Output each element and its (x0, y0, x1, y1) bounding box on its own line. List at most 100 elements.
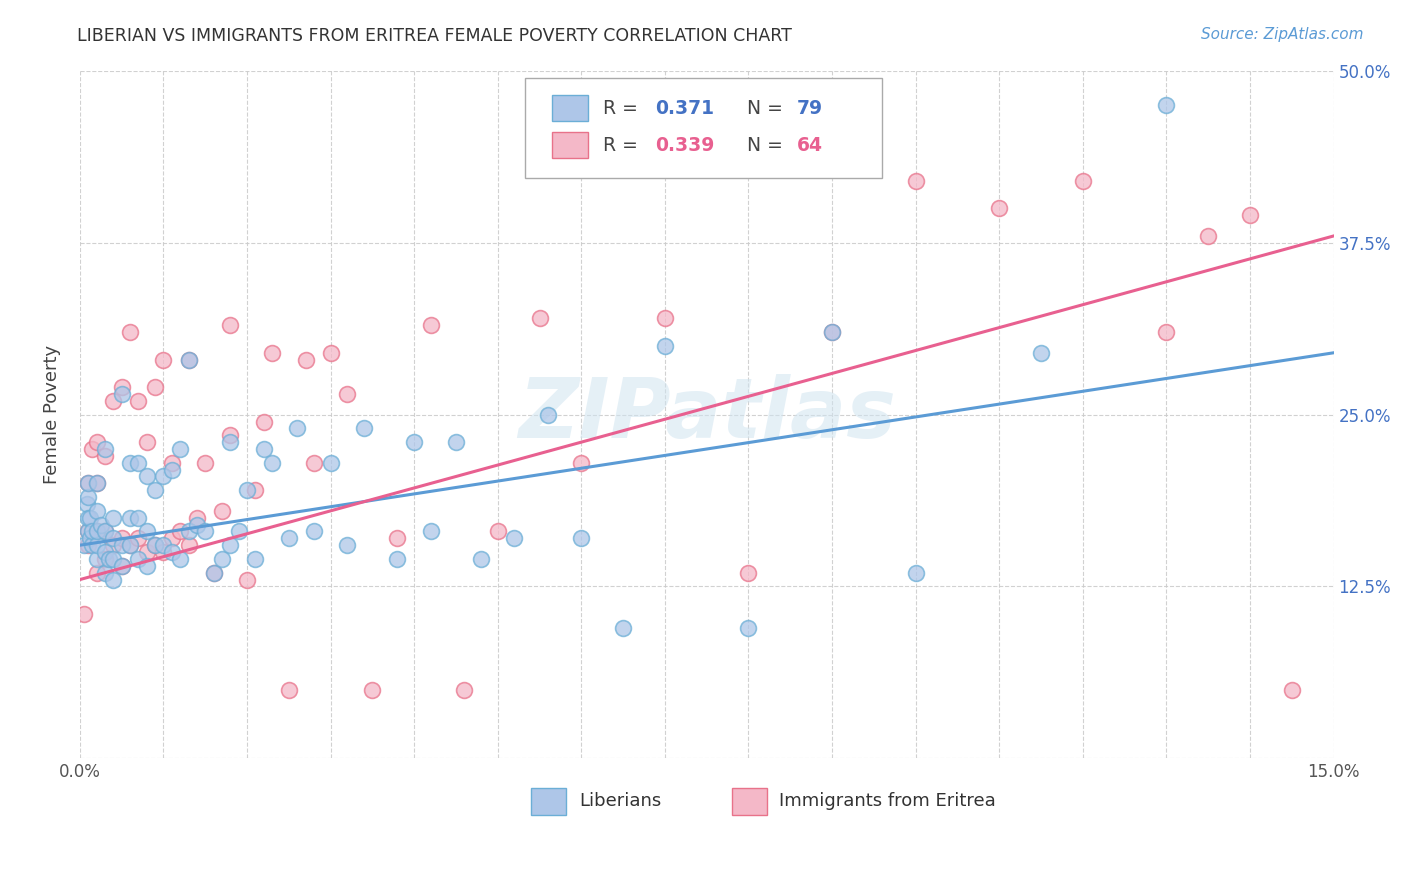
Point (302, 524, 325, 539)
Text: 0.339: 0.339 (655, 136, 714, 155)
Point (86, 524, 108, 539)
Point (177, 352, 200, 367)
Point (118, 538, 141, 552)
Point (143, 380, 166, 394)
Point (177, 524, 200, 539)
Point (1197, 229, 1219, 244)
Point (103, 552, 125, 566)
Y-axis label: Female Poverty: Female Poverty (44, 345, 60, 484)
Point (118, 456, 141, 470)
Point (90, 517, 112, 532)
Point (94, 524, 117, 539)
Point (486, 524, 509, 539)
Point (245, 552, 267, 566)
Point (202, 566, 225, 580)
Point (821, 325, 844, 339)
Bar (553, 95, 588, 121)
Point (152, 538, 174, 552)
Point (86, 476, 108, 491)
Point (94, 566, 117, 580)
Point (152, 469, 174, 483)
Text: LIBERIAN VS IMMIGRANTS FROM ERITREA FEMALE POVERTY CORRELATION CHART: LIBERIAN VS IMMIGRANTS FROM ERITREA FEMA… (77, 27, 792, 45)
Point (737, 621, 759, 635)
Point (86, 435, 108, 450)
Point (262, 456, 284, 470)
Text: 0.371: 0.371 (655, 99, 714, 118)
Point (319, 456, 342, 470)
Point (228, 524, 250, 539)
Point (219, 318, 242, 333)
Point (1071, 174, 1094, 188)
Point (118, 510, 141, 524)
Point (111, 538, 134, 552)
Point (353, 421, 375, 435)
Point (103, 573, 125, 587)
Point (160, 456, 183, 470)
Point (253, 442, 276, 456)
Point (654, 339, 676, 353)
Point (86, 566, 108, 580)
Point (143, 538, 166, 552)
Point (336, 538, 359, 552)
Point (654, 311, 676, 326)
Point (86, 538, 108, 552)
Point (361, 682, 384, 697)
Point (737, 566, 759, 580)
Point (103, 538, 125, 552)
Point (387, 552, 409, 566)
Point (537, 408, 560, 422)
Point (76, 497, 98, 511)
Point (127, 510, 149, 524)
Text: Immigrants from Eritrea: Immigrants from Eritrea (779, 792, 997, 810)
Point (1281, 682, 1303, 697)
Bar (531, 789, 567, 814)
Point (77, 524, 100, 539)
Point (86, 504, 108, 518)
Point (211, 504, 233, 518)
Point (127, 456, 149, 470)
Point (302, 456, 325, 470)
Point (135, 524, 157, 539)
Point (118, 325, 141, 339)
Point (73, 607, 96, 621)
Point (336, 387, 359, 401)
Point (73, 538, 96, 552)
Point (77, 538, 100, 552)
Point (143, 538, 166, 552)
Point (453, 682, 475, 697)
Point (135, 435, 157, 450)
Point (152, 352, 174, 367)
Point (262, 346, 284, 360)
Point (152, 545, 174, 559)
Point (219, 428, 242, 442)
Point (94, 545, 117, 559)
Point (419, 318, 441, 333)
Text: 64: 64 (797, 136, 823, 155)
Point (103, 393, 125, 408)
Point (988, 202, 1011, 216)
Point (127, 552, 149, 566)
Point (285, 421, 308, 435)
Point (103, 532, 125, 546)
Point (904, 174, 927, 188)
Point (177, 538, 200, 552)
Point (118, 538, 141, 552)
Point (245, 483, 267, 498)
Point (94, 552, 117, 566)
Point (82, 524, 104, 539)
Point (219, 435, 242, 450)
Point (82, 538, 104, 552)
Point (444, 435, 467, 450)
Point (111, 387, 134, 401)
Point (236, 573, 259, 587)
Point (404, 435, 426, 450)
Point (503, 532, 526, 546)
Text: N =: N = (747, 99, 789, 118)
Point (86, 552, 108, 566)
Point (1156, 325, 1178, 339)
Text: R =: R = (603, 136, 644, 155)
Point (219, 538, 242, 552)
Point (470, 552, 492, 566)
Text: N =: N = (747, 136, 789, 155)
Point (277, 532, 299, 546)
